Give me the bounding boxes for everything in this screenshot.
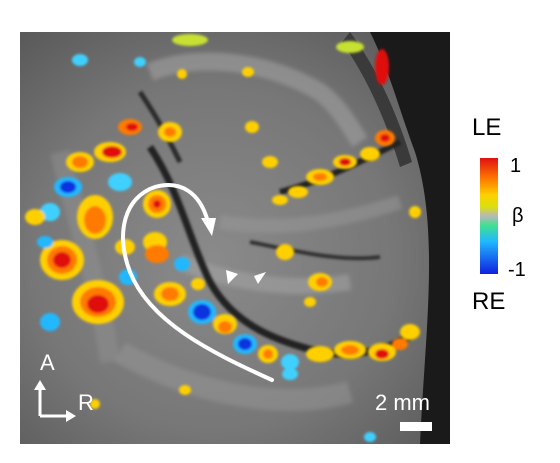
arrowhead-marker-1 bbox=[226, 270, 238, 284]
dark-edge bbox=[370, 32, 450, 444]
axis-arrow-right-icon bbox=[66, 410, 76, 422]
activation-overlay bbox=[25, 34, 421, 442]
mri-slice-image bbox=[20, 32, 450, 444]
curved-arrow bbox=[121, 183, 274, 382]
dark-edge-band bbox=[342, 32, 412, 167]
colorbar-bottom-label: RE bbox=[472, 288, 506, 315]
orientation-anterior-label: A bbox=[40, 350, 55, 375]
scale-bar bbox=[400, 422, 432, 431]
colorbar-top-label: LE bbox=[472, 114, 502, 141]
orientation-right-label: R bbox=[78, 390, 94, 415]
arrowhead-marker-2 bbox=[254, 272, 266, 284]
axis-arrow-up-icon bbox=[34, 380, 46, 390]
orientation-axes bbox=[38, 388, 68, 418]
colorbar-min-tick: -1 bbox=[508, 259, 526, 281]
scale-bar-label: 2 mm bbox=[375, 390, 430, 415]
colorbar-max-tick: 1 bbox=[510, 155, 522, 177]
colorbar-mid-tick: β bbox=[512, 205, 524, 227]
colorbar bbox=[480, 158, 498, 274]
curved-arrow-head bbox=[201, 218, 216, 236]
